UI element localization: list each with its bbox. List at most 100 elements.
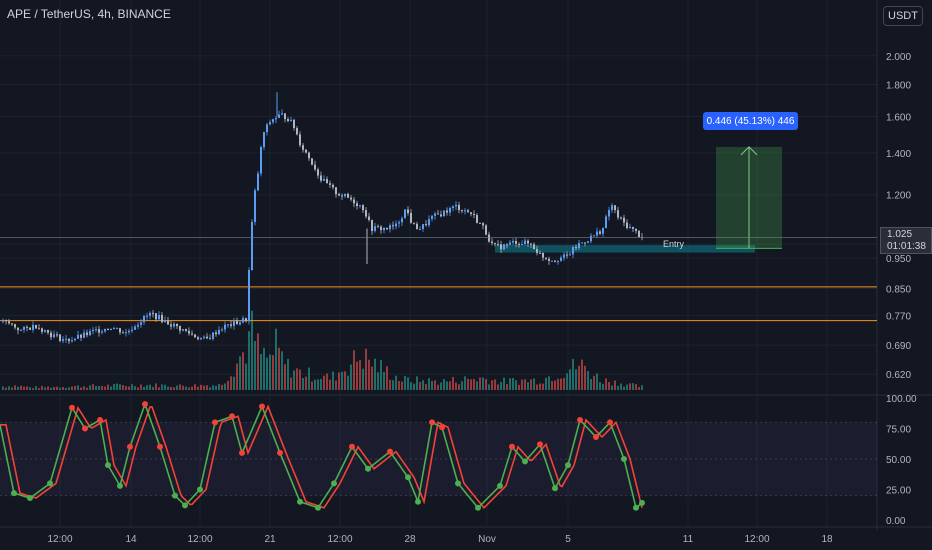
candle-body xyxy=(176,323,178,327)
time-tick-label: 5 xyxy=(565,534,571,545)
candle-body xyxy=(128,330,130,333)
candle-body xyxy=(473,213,475,215)
volume-bar xyxy=(311,381,313,390)
grid xyxy=(0,0,932,530)
volume-bar xyxy=(365,348,367,390)
candle-body xyxy=(275,117,277,120)
stoch-cross-dot xyxy=(522,458,528,465)
candle-body xyxy=(521,244,523,246)
stoch-cross-dot xyxy=(27,495,33,502)
volume-bar xyxy=(278,347,280,390)
last-price-value: 1.025 xyxy=(887,229,913,240)
candle-body xyxy=(635,228,637,231)
candle-body xyxy=(551,260,553,262)
candle-body xyxy=(5,320,7,322)
candle-body xyxy=(269,122,271,125)
volume-bar xyxy=(419,382,421,390)
candle-body xyxy=(560,257,562,261)
volume-bar xyxy=(50,387,52,390)
volume-bar xyxy=(563,377,565,390)
price-tick-label: 0.850 xyxy=(886,284,911,295)
volume-bar xyxy=(266,357,268,390)
volume-bar xyxy=(353,350,355,390)
candle-body xyxy=(479,222,481,224)
candle-body xyxy=(122,332,124,334)
candle-body xyxy=(518,243,520,245)
volume-bar xyxy=(29,387,31,390)
stoch-cross-dot xyxy=(69,404,75,411)
candle-body xyxy=(266,124,268,133)
volume-bar xyxy=(428,378,430,390)
volume-bar xyxy=(110,386,112,390)
volume-bar xyxy=(581,359,583,390)
candle-body xyxy=(425,224,427,226)
stoch-cross-dot xyxy=(537,441,543,448)
volume-bar xyxy=(77,385,79,390)
candle-body xyxy=(227,324,229,326)
volume-bar xyxy=(131,384,133,390)
stoch-band-fill xyxy=(0,422,877,496)
candle-body xyxy=(149,312,151,316)
stoch-cross-dot xyxy=(47,480,53,487)
volume-bar xyxy=(188,387,190,390)
volume-bar xyxy=(299,369,301,390)
candle-body xyxy=(254,190,256,222)
volume-bar xyxy=(308,367,310,390)
candle-body xyxy=(284,113,286,120)
candle-body xyxy=(617,210,619,218)
candle-body xyxy=(575,247,577,249)
volume-bar xyxy=(485,379,487,390)
volume-bar xyxy=(209,387,211,390)
candle-body xyxy=(524,240,526,245)
volume-bar xyxy=(245,363,247,390)
candle-body xyxy=(236,320,238,325)
stoch-tick-label: 50.00 xyxy=(886,455,911,466)
volume-bar xyxy=(323,375,325,390)
long-position-tool[interactable] xyxy=(716,146,782,249)
currency-button[interactable]: USDT xyxy=(883,6,923,26)
candle-body xyxy=(545,257,547,259)
volume-bar xyxy=(566,373,568,390)
candle-body xyxy=(614,205,616,211)
volume-bar xyxy=(224,383,226,390)
volume-bar xyxy=(596,373,598,390)
time-tick-label: 18 xyxy=(821,534,833,545)
candle-body xyxy=(302,145,304,150)
volume-bar xyxy=(500,382,502,390)
candle-body xyxy=(272,119,274,123)
volume-bar xyxy=(515,380,517,390)
volume-bar xyxy=(491,380,493,390)
stoch-cross-dot xyxy=(565,462,571,469)
volume-bar xyxy=(128,386,130,390)
volume-bar xyxy=(449,381,451,390)
stoch-cross-dot xyxy=(593,434,599,441)
stoch-tick-label: 100.00 xyxy=(886,394,917,405)
candle-body xyxy=(152,312,154,314)
volume-bar xyxy=(119,384,121,390)
candle-body xyxy=(563,254,565,258)
price-tick-label: 1.800 xyxy=(886,81,911,92)
candle-body xyxy=(203,336,205,338)
candle-body xyxy=(599,231,601,234)
stoch-cross-dot xyxy=(315,504,321,511)
candle-body xyxy=(398,222,400,224)
candle-body xyxy=(407,209,409,214)
volume-bar xyxy=(494,379,496,390)
volume-bar xyxy=(212,385,214,390)
stoch-cross-dot xyxy=(105,462,111,469)
measure-label: 0.446 (45.13%) 446 xyxy=(703,112,798,130)
stoch-cross-dot xyxy=(577,416,583,423)
volume-bar xyxy=(512,378,514,390)
volume-bar xyxy=(455,382,457,390)
volume-bar xyxy=(167,386,169,390)
candle-body xyxy=(554,260,556,262)
price-tick-label: 2.000 xyxy=(886,52,911,63)
candle-body xyxy=(212,332,214,339)
candle-body xyxy=(431,215,433,220)
candle-body xyxy=(383,227,385,231)
volume-bar xyxy=(152,386,154,390)
volume-bar xyxy=(539,383,541,390)
volume-bar xyxy=(398,381,400,390)
volume-bar xyxy=(305,376,307,390)
